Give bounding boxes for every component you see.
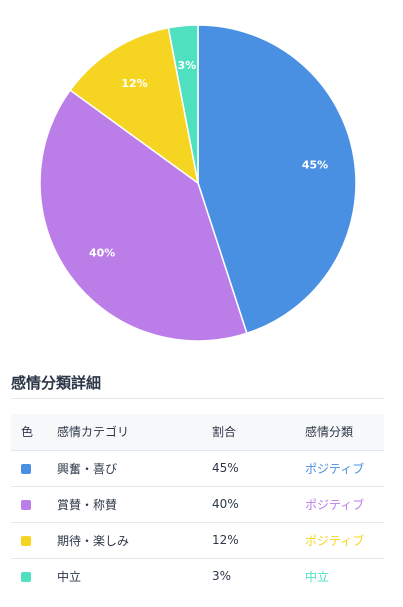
category-cell: 賞賛・称賛 xyxy=(57,497,118,512)
table-header-row: 色 感情カテゴリ 割合 感情分類 xyxy=(11,414,384,450)
category-cell: 中立 xyxy=(57,569,82,584)
ratio-cell: 40% xyxy=(212,497,239,511)
category-cell: 期待・楽しみ xyxy=(57,533,130,548)
sentiment-cell: ポジティブ xyxy=(305,461,365,476)
color-swatch xyxy=(21,499,31,510)
category-cell: 興奮・喜び xyxy=(57,461,118,476)
emotion-pie-chart: 45% 40% 12% 3% xyxy=(39,24,357,342)
ratio-cell: 45% xyxy=(212,461,239,475)
table-row: 中立 3% 中立 xyxy=(11,558,384,594)
pie-slice xyxy=(197,24,357,335)
header-ratio: 割合 xyxy=(212,425,237,440)
color-swatch xyxy=(21,571,31,582)
pie-slice xyxy=(167,24,199,184)
pie-slice xyxy=(69,26,200,185)
slice-label: 12% xyxy=(121,77,147,90)
ratio-cell: 3% xyxy=(212,569,232,584)
color-cell xyxy=(11,522,57,558)
sentiment-cell: 中立 xyxy=(305,569,330,584)
header-category: 感情カテゴリ xyxy=(57,425,130,440)
section-title: 感情分類詳細 xyxy=(11,374,102,392)
table-row: 興奮・喜び 45% ポジティブ xyxy=(11,450,384,486)
header-color: 色 xyxy=(21,425,34,440)
sentiment-cell: ポジティブ xyxy=(305,497,365,512)
color-swatch xyxy=(21,535,31,546)
slice-label: 3% xyxy=(178,59,197,72)
ratio-cell: 12% xyxy=(212,533,239,547)
sentiment-cell: ポジティブ xyxy=(305,533,365,548)
color-cell xyxy=(11,450,57,486)
slice-label: 40% xyxy=(89,247,115,260)
color-cell xyxy=(11,486,57,522)
title-divider xyxy=(11,398,384,399)
emotion-detail-table: 色 感情カテゴリ 割合 感情分類 興奮・喜び 45% ポジティブ 賞賛・称賛 4… xyxy=(11,414,384,594)
pie-slice xyxy=(39,89,248,342)
slice-label: 45% xyxy=(302,158,328,171)
color-swatch xyxy=(21,463,31,474)
table-row: 賞賛・称賛 40% ポジティブ xyxy=(11,486,384,522)
header-sentiment: 感情分類 xyxy=(305,425,354,440)
pie-slices xyxy=(39,24,357,342)
pie-labels: 45% 40% 12% 3% xyxy=(89,59,328,260)
table-row: 期待・楽しみ 12% ポジティブ xyxy=(11,522,384,558)
color-cell xyxy=(11,558,57,594)
